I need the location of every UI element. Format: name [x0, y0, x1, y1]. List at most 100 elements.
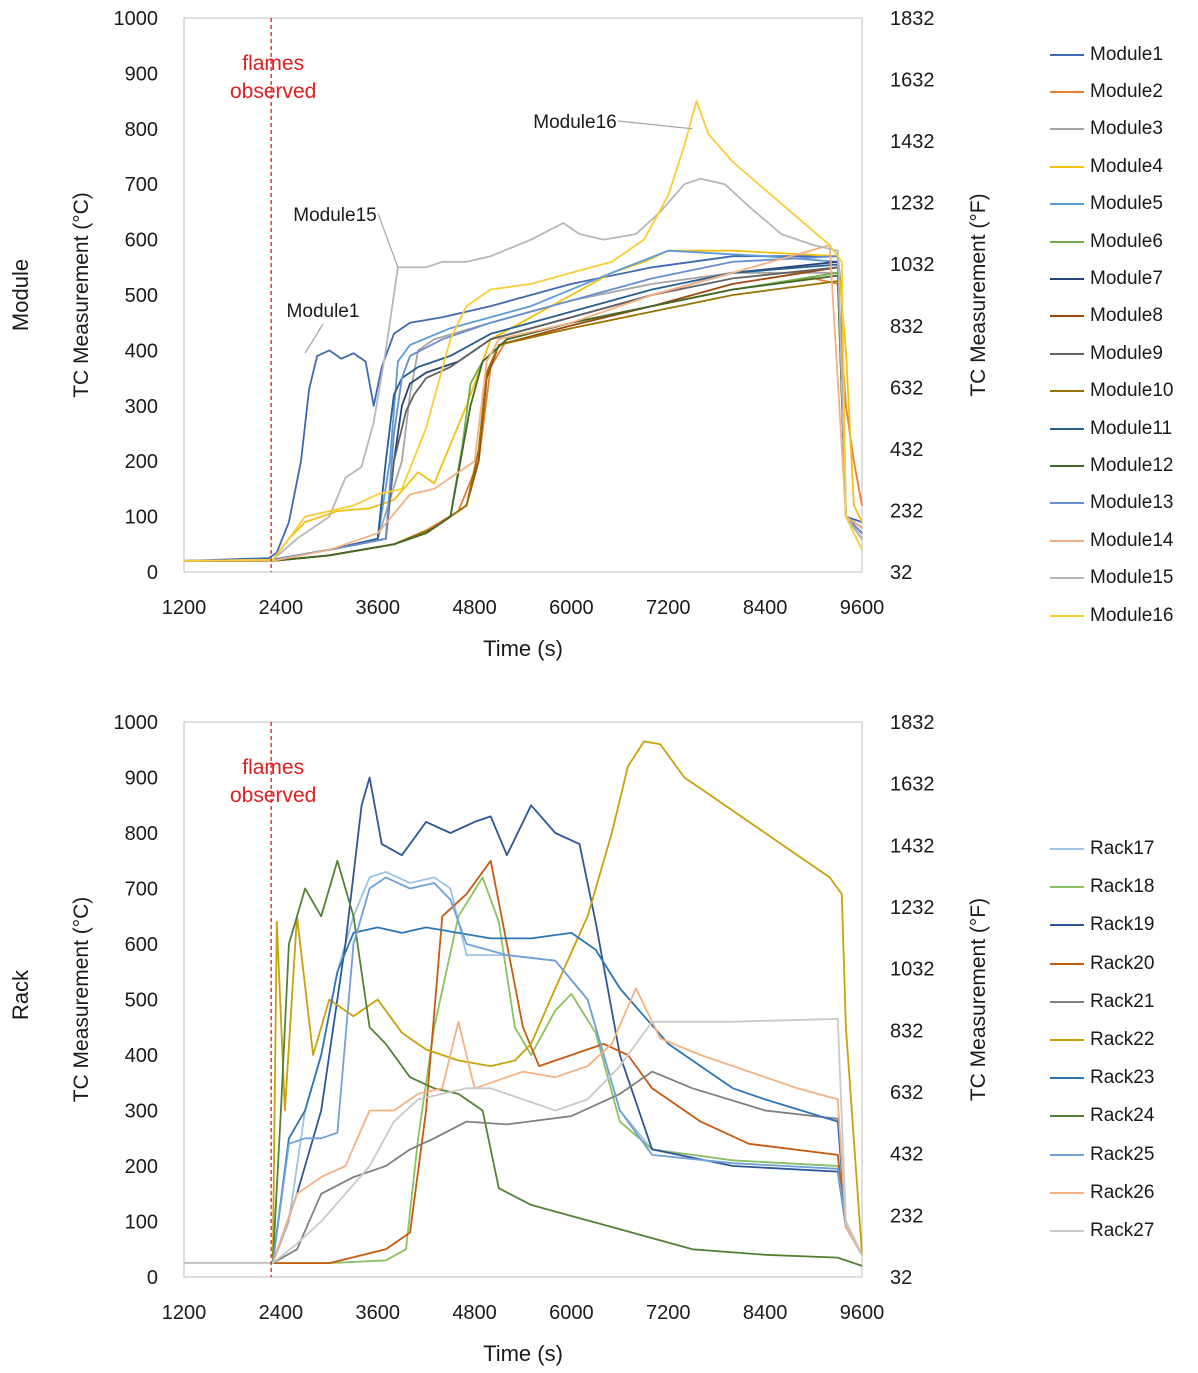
x-tick-label: 4800: [452, 1302, 497, 1324]
legend-swatch: [1050, 315, 1084, 318]
y-right-tick-label: 1832: [890, 712, 935, 734]
legend-swatch: [1050, 464, 1084, 467]
x-tick-label: 6000: [549, 1302, 594, 1324]
legend-item: Rack20: [1050, 945, 1154, 983]
legend-item: Module5: [1050, 186, 1173, 223]
legend-item: Rack24: [1050, 1097, 1154, 1135]
y-right-tick-label: 832: [890, 316, 923, 338]
legend-swatch: [1050, 1153, 1084, 1156]
legend-item: Module10: [1050, 373, 1173, 410]
y-right-tick-label: 1432: [890, 835, 935, 857]
y-tick-label: 700: [125, 879, 158, 901]
y-right-tick-label: 632: [890, 377, 923, 399]
legend-label: Module16: [1090, 604, 1174, 626]
legend-label: Module5: [1090, 193, 1163, 215]
series-line-rack27: [184, 1018, 863, 1264]
y-right-tick-label: 1232: [890, 897, 935, 919]
series-line-module10: [184, 280, 863, 562]
y-right-tick-label: 832: [890, 1020, 923, 1042]
x-axis-title: Time (s): [483, 636, 563, 661]
series-line-rack18: [184, 876, 863, 1264]
series-line-module14: [184, 244, 863, 562]
y-tick-label: 300: [125, 1101, 158, 1123]
legend-label: Module15: [1090, 567, 1174, 589]
series-line-rack25: [184, 876, 863, 1264]
legend-swatch: [1050, 240, 1084, 243]
y-tick-label: 100: [125, 1212, 158, 1234]
legend-item: Module11: [1050, 410, 1173, 447]
y-tick-label: 0: [147, 1267, 158, 1289]
annotation-label: Module16: [533, 112, 616, 133]
legend-label: Module1: [1090, 43, 1163, 65]
y-right-tick-label: 1432: [890, 131, 935, 153]
legend-swatch: [1050, 614, 1084, 617]
legend-item: Module9: [1050, 335, 1173, 372]
legend-item: Rack17: [1050, 830, 1154, 868]
legend-label: Module10: [1090, 380, 1174, 402]
legend-item: Module4: [1050, 148, 1173, 185]
x-tick-label: 2400: [259, 597, 304, 619]
x-axis-title: Time (s): [483, 1341, 563, 1366]
y-right-tick-label: 432: [890, 1144, 923, 1166]
module-legend: Module1 Module2 Module3 Module4 Module5 Modul…: [1050, 36, 1173, 634]
rack-legend: Rack17 Rack18 Rack19 Rack20 Rack21 Rack22 Rack…: [1050, 830, 1154, 1250]
x-tick-label: 9600: [840, 1302, 885, 1324]
series-line-module13: [183, 255, 863, 562]
x-tick-label: 9600: [840, 597, 885, 619]
x-tick-label: 1200: [162, 597, 207, 619]
series-line-rack21: [184, 1070, 863, 1264]
flames-marker-label: observed: [230, 784, 316, 807]
y-right-tick-label: 432: [890, 439, 923, 461]
y-right-tick-label: 1632: [890, 774, 935, 796]
legend-label: Module6: [1090, 230, 1163, 252]
legend-swatch: [1050, 1115, 1084, 1118]
legend-swatch: [1050, 1191, 1084, 1194]
legend-item: Rack18: [1050, 868, 1154, 906]
module-chart-panel: Module 0 100 200 300 400 500 600 700 800 900 1000 3…: [0, 0, 1198, 680]
legend-label: Rack19: [1090, 914, 1155, 936]
y-tick-label: 800: [125, 119, 158, 141]
y-tick-label: 400: [125, 340, 158, 362]
legend-item: Module15: [1050, 559, 1173, 596]
legend-item: Module12: [1050, 447, 1173, 484]
x-tick-label: 3600: [355, 1302, 400, 1324]
y-right-tick-label: 1232: [890, 193, 935, 215]
y-tick-label: 900: [125, 768, 158, 790]
series-line-rack26: [184, 987, 863, 1264]
legend-label: Module13: [1090, 492, 1174, 514]
y-right-axis-title: TC Measurement (°F): [967, 898, 990, 1101]
legend-label: Module11: [1090, 417, 1173, 439]
legend-swatch: [1050, 427, 1084, 430]
module-chart: 0 100 200 300 400 500 600 700 800 900 1000 32 232 432…: [70, 8, 990, 661]
legend-label: Rack27: [1090, 1219, 1155, 1241]
flames-marker-label: flames: [242, 756, 304, 779]
legend-item: Module1: [1050, 36, 1173, 73]
legend-item: Module13: [1050, 485, 1173, 522]
y-tick-label: 500: [125, 285, 158, 307]
legend-item: Rack23: [1050, 1059, 1154, 1097]
legend-label: Module9: [1090, 342, 1163, 364]
x-tick-label: 8400: [743, 597, 788, 619]
plot-frame: [183, 17, 863, 573]
legend-swatch: [1050, 1000, 1084, 1003]
flames-marker-label: observed: [230, 80, 316, 103]
series-line-module16: [183, 100, 863, 562]
y-axis-title: TC Measurement (°C): [70, 192, 93, 398]
series-line-rack23: [184, 926, 863, 1264]
legend-swatch: [1050, 1039, 1084, 1042]
series-line-rack22: [184, 740, 863, 1264]
legend-label: Rack21: [1090, 990, 1155, 1012]
y-tick-label: 800: [125, 823, 158, 845]
y-tick-label: 300: [125, 396, 158, 418]
legend-item: Rack21: [1050, 983, 1154, 1021]
annotation-leader: [377, 213, 399, 268]
legend-label: Module8: [1090, 305, 1163, 327]
y-right-tick-label: 1032: [890, 959, 935, 981]
series-line-rack17: [184, 871, 863, 1264]
y-tick-label: 600: [125, 230, 158, 252]
y-right-tick-label: 32: [890, 562, 912, 584]
legend-swatch: [1050, 577, 1084, 580]
legend-label: Module7: [1090, 268, 1163, 290]
rack-chart-panel: Rack 0 100 200 300 400 500 600 700 800 900 1000 32 2…: [0, 680, 1198, 1373]
legend-swatch: [1050, 165, 1084, 168]
